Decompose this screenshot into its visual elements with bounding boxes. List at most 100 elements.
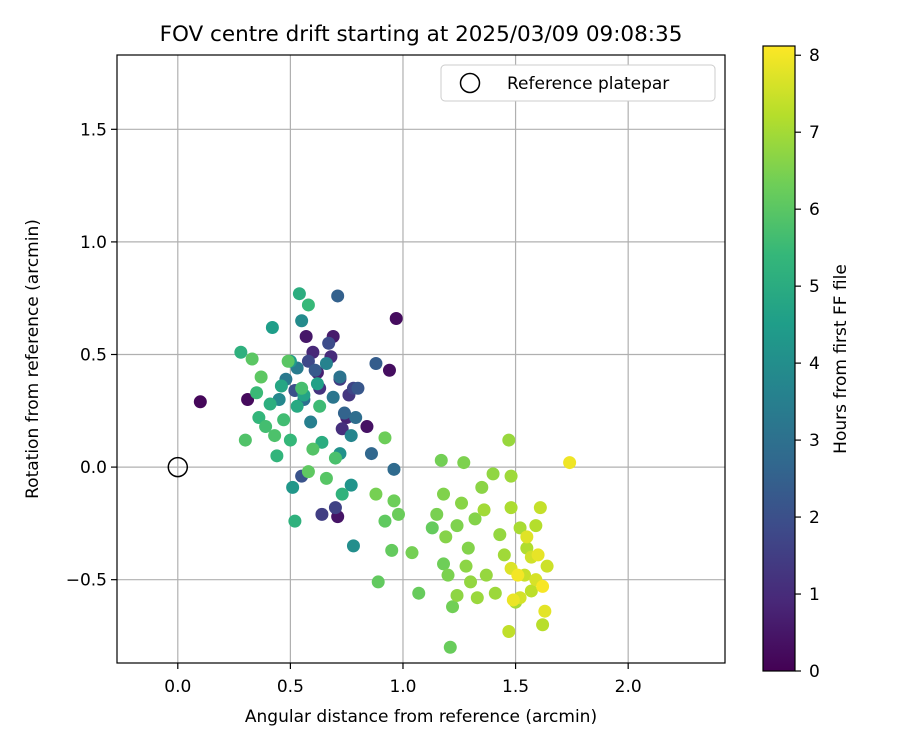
y-tick-label: −0.5 <box>66 571 107 591</box>
data-point <box>301 298 315 312</box>
data-point <box>319 471 333 485</box>
data-point <box>306 442 320 456</box>
data-point <box>412 586 426 600</box>
reference-point <box>167 456 189 478</box>
legend: Reference platepar <box>440 64 716 102</box>
data-point <box>479 568 493 582</box>
colorbar-gradient <box>763 46 795 671</box>
data-point <box>313 399 327 413</box>
data-point <box>446 600 460 614</box>
colorbar-label: Hours from first FF file <box>831 264 851 454</box>
colorbar-tick-label: 6 <box>809 200 820 220</box>
data-point <box>385 543 399 557</box>
data-point <box>364 447 378 461</box>
data-point <box>497 548 511 562</box>
data-point <box>326 390 340 404</box>
data-point <box>349 411 363 425</box>
data-point <box>457 456 471 470</box>
data-point <box>254 370 268 384</box>
data-point <box>405 546 419 560</box>
data-point <box>455 496 469 510</box>
data-point <box>238 433 252 447</box>
legend-entry: Reference platepar <box>507 74 669 94</box>
data-point <box>488 586 502 600</box>
y-tick-label: 0.0 <box>80 458 107 478</box>
data-point <box>434 453 448 467</box>
data-point <box>502 433 516 447</box>
data-point <box>475 480 489 494</box>
data-point <box>520 530 534 544</box>
colorbar-tick-label: 5 <box>809 277 820 297</box>
data-point <box>274 379 288 393</box>
data-point <box>288 514 302 528</box>
data-point <box>387 494 401 508</box>
data-point <box>493 528 507 542</box>
data-point <box>502 624 516 638</box>
data-point <box>344 429 358 443</box>
data-point <box>335 487 349 501</box>
data-point <box>234 345 248 359</box>
data-point <box>531 548 545 562</box>
data-point <box>335 422 349 436</box>
data-point <box>250 386 264 400</box>
data-point <box>360 420 374 434</box>
data-point <box>513 521 527 535</box>
plot-frame <box>116 54 726 664</box>
data-point <box>193 395 207 409</box>
y-tick-label: 1.5 <box>80 120 107 140</box>
data-point <box>304 415 318 429</box>
colorbar-tick-label: 8 <box>809 46 820 66</box>
data-point <box>337 406 351 420</box>
y-axis-label: Rotation from reference (arcmin) <box>23 219 43 499</box>
data-point <box>301 354 315 368</box>
data-point <box>459 559 473 573</box>
data-point <box>331 289 345 303</box>
colorbar-tick-label: 4 <box>809 354 820 374</box>
x-tick-label: 1.5 <box>502 677 529 697</box>
data-point <box>301 465 315 479</box>
data-point <box>464 575 478 589</box>
data-point <box>319 357 333 371</box>
data-point <box>511 568 525 582</box>
data-point <box>263 397 277 411</box>
data-points <box>193 287 577 654</box>
colorbar-tick-label: 2 <box>809 508 820 528</box>
data-point <box>277 413 291 427</box>
data-point <box>563 456 577 470</box>
data-point <box>259 420 273 434</box>
data-point <box>292 287 306 301</box>
colorbar-frame <box>762 45 796 672</box>
colorbar-tick-label: 7 <box>809 123 820 143</box>
data-point <box>468 512 482 526</box>
data-point <box>540 559 554 573</box>
data-point <box>450 519 464 533</box>
data-point <box>450 588 464 602</box>
data-point <box>538 604 552 618</box>
data-point <box>328 501 342 515</box>
data-point <box>378 514 392 528</box>
data-point <box>504 469 518 483</box>
data-point <box>245 352 259 366</box>
data-point <box>252 411 266 425</box>
data-point <box>333 370 347 384</box>
y-tick-label: 0.5 <box>80 345 107 365</box>
data-point <box>344 478 358 492</box>
data-point <box>524 584 538 598</box>
data-point <box>470 591 484 605</box>
data-point <box>382 363 396 377</box>
data-point <box>308 363 322 377</box>
data-point <box>286 480 300 494</box>
data-point <box>268 429 282 443</box>
data-point <box>439 530 453 544</box>
data-point <box>299 329 313 343</box>
data-point <box>425 521 439 535</box>
x-tick-label: 0.5 <box>277 677 304 697</box>
chart-title: FOV centre drift starting at 2025/03/09 … <box>160 22 683 47</box>
legend-box <box>440 64 716 102</box>
data-point <box>437 557 451 571</box>
data-point <box>351 381 365 395</box>
x-axis-label: Angular distance from reference (arcmin) <box>245 707 597 727</box>
data-point <box>369 487 383 501</box>
grid-lines <box>117 55 725 663</box>
